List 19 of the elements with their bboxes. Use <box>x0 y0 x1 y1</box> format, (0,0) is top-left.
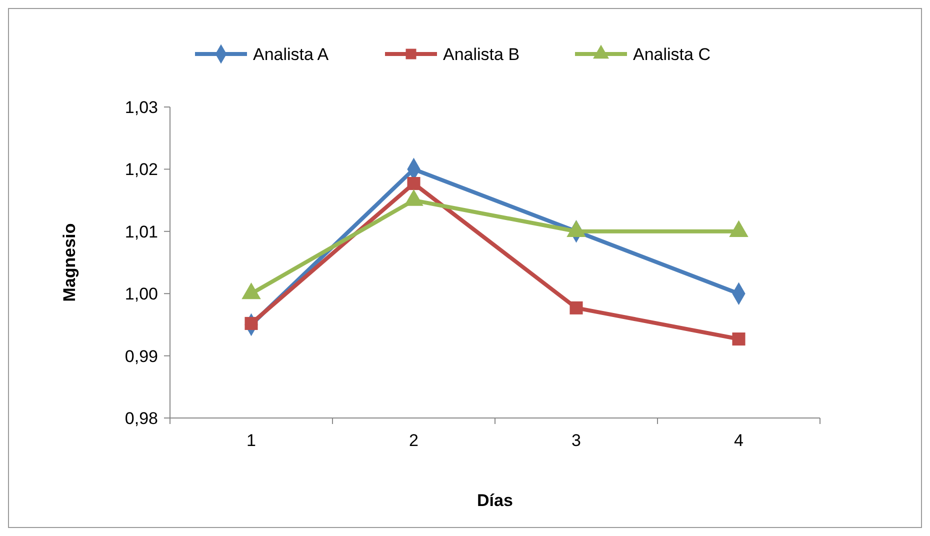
point <box>407 176 420 190</box>
y-tick-label: 1,02 <box>124 160 158 180</box>
legend-label: Analista C <box>633 44 710 64</box>
legend-label: Analista B <box>443 44 520 64</box>
x-tick-label: 4 <box>734 431 744 450</box>
legend-label: Analista A <box>253 44 330 64</box>
point <box>244 316 258 330</box>
y-tick-label: 1,01 <box>124 222 158 242</box>
x-tick-label: 1 <box>246 431 256 450</box>
y-tick-label: 0,99 <box>124 346 158 366</box>
y-tick-label: 1,00 <box>124 284 158 304</box>
y-axis-title: Magnesio <box>60 223 79 302</box>
x-axis-title: Días <box>477 491 513 510</box>
y-tick-label: 1,03 <box>124 98 158 117</box>
point <box>570 301 583 314</box>
x-tick-label: 2 <box>409 431 418 450</box>
point <box>732 332 746 346</box>
y-tick-label: 0,98 <box>124 408 158 428</box>
x-tick-label: 3 <box>572 431 581 450</box>
